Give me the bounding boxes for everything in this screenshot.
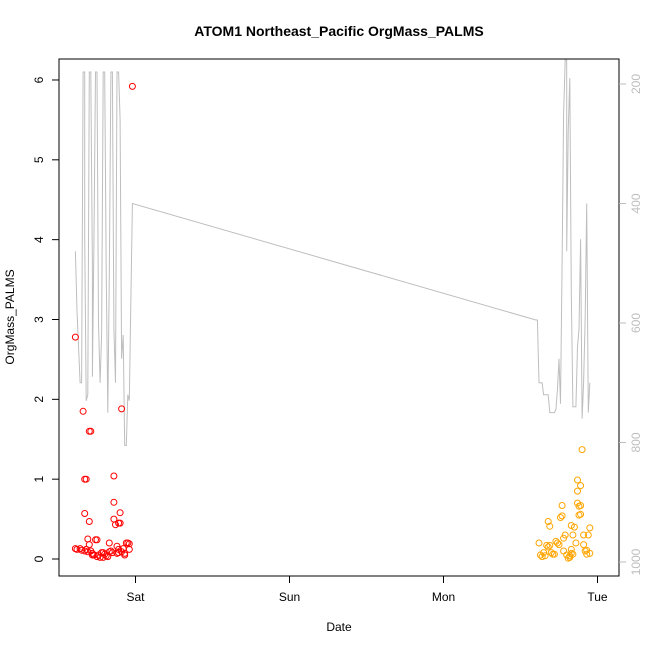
y-tick-label: 6 <box>32 76 46 83</box>
data-point-series1-38 <box>577 482 585 490</box>
data-point-series0-37 <box>110 498 118 506</box>
data-point-series0-46 <box>116 509 124 517</box>
data-point-series0-0 <box>71 333 79 341</box>
data-point-series0-9 <box>82 475 90 483</box>
data-point-series1-45 <box>583 550 591 558</box>
data-point-series1-5 <box>543 541 551 549</box>
data-point-series1-43 <box>580 541 588 549</box>
y-tick-label: 2 <box>32 396 46 403</box>
data-point-series1-17 <box>558 502 566 509</box>
data-point-series1-27 <box>567 545 575 553</box>
data-point-series1-34 <box>574 487 581 495</box>
data-point-series1-47 <box>584 531 592 539</box>
y-tick-label: 4 <box>32 236 46 243</box>
data-point-series0-2 <box>73 545 81 553</box>
data-point-series1-4 <box>541 552 549 560</box>
data-point-series0-4 <box>78 546 86 554</box>
data-point-series1-15 <box>555 541 563 549</box>
data-point-series1-48 <box>586 524 594 532</box>
right-tick-label: 1000 <box>629 548 643 575</box>
data-point-series1-6 <box>544 543 552 551</box>
altitude-line <box>74 59 591 446</box>
right-tick-label: 600 <box>629 313 643 333</box>
data-point-series1-33 <box>574 476 581 484</box>
data-point-series1-30 <box>569 531 577 539</box>
y-axis-label: OrgMass_PALMS <box>3 269 17 364</box>
data-point-series1-21 <box>561 531 569 539</box>
data-point-series0-45 <box>116 519 124 527</box>
y-tick-label: 5 <box>32 156 46 163</box>
data-point-series1-12 <box>550 550 558 558</box>
data-point-series1-20 <box>560 547 568 555</box>
data-point-series0-14 <box>85 541 93 549</box>
data-point-series0-16 <box>87 427 95 435</box>
data-point-series1-8 <box>546 522 554 530</box>
right-tick-label: 200 <box>629 74 643 94</box>
y-tick-label: 1 <box>32 476 46 483</box>
data-point-series1-9 <box>546 541 554 549</box>
data-point-series0-47 <box>118 405 126 413</box>
data-point-series0-22 <box>93 536 101 544</box>
data-point-series1-42 <box>580 531 588 539</box>
x-tick-label: Sun <box>279 590 300 604</box>
scatter-points-layer <box>71 82 594 562</box>
data-point-series0-7 <box>81 510 89 517</box>
data-point-series1-39 <box>577 502 585 509</box>
data-point-series0-5 <box>79 407 87 415</box>
data-point-series0-54 <box>125 545 133 553</box>
data-point-series1-3 <box>540 549 548 557</box>
plot-frame <box>58 58 620 577</box>
x-axis-label: Date <box>326 620 352 634</box>
data-point-series1-0 <box>535 539 543 547</box>
x-axis: Sat Sun Mon Tue <box>126 576 608 604</box>
data-point-series0-13 <box>85 518 93 525</box>
data-point-series0-36 <box>110 472 118 480</box>
data-point-series0-32 <box>105 539 113 547</box>
data-point-series0-55 <box>125 540 133 548</box>
y-axis-left: 0 1 2 3 4 5 6 <box>32 76 59 562</box>
right-tick-label: 400 <box>629 193 643 213</box>
data-point-series1-29 <box>569 550 577 558</box>
data-point-series0-12 <box>84 535 92 543</box>
data-point-series0-56 <box>128 82 136 90</box>
data-point-series0-51 <box>121 551 129 559</box>
chart-title: ATOM1 Northeast_Pacific OrgMass_PALMS <box>194 23 483 39</box>
data-point-series0-11 <box>84 548 92 556</box>
data-point-series1-14 <box>554 539 561 547</box>
x-tick-label: Mon <box>432 590 455 604</box>
y-axis-right: 200 400 600 800 1000 <box>619 74 643 575</box>
data-point-series1-16 <box>557 514 564 521</box>
data-point-series1-40 <box>577 510 585 518</box>
data-point-series1-41 <box>578 446 586 454</box>
x-tick-label: Sat <box>126 590 145 604</box>
data-point-series1-32 <box>572 539 580 547</box>
altitude-line-layer <box>74 59 591 446</box>
y-tick-label: 0 <box>32 555 46 562</box>
y-tick-label: 3 <box>32 316 46 323</box>
data-point-series1-18 <box>558 512 566 520</box>
data-point-series0-31 <box>104 553 112 561</box>
data-point-series1-49 <box>586 549 594 557</box>
data-point-series1-31 <box>570 523 578 531</box>
data-point-series1-7 <box>544 518 552 525</box>
data-point-series0-34 <box>107 547 115 555</box>
data-point-series1-2 <box>538 553 546 561</box>
x-tick-label: Tue <box>587 590 608 604</box>
right-tick-label: 800 <box>629 432 643 452</box>
